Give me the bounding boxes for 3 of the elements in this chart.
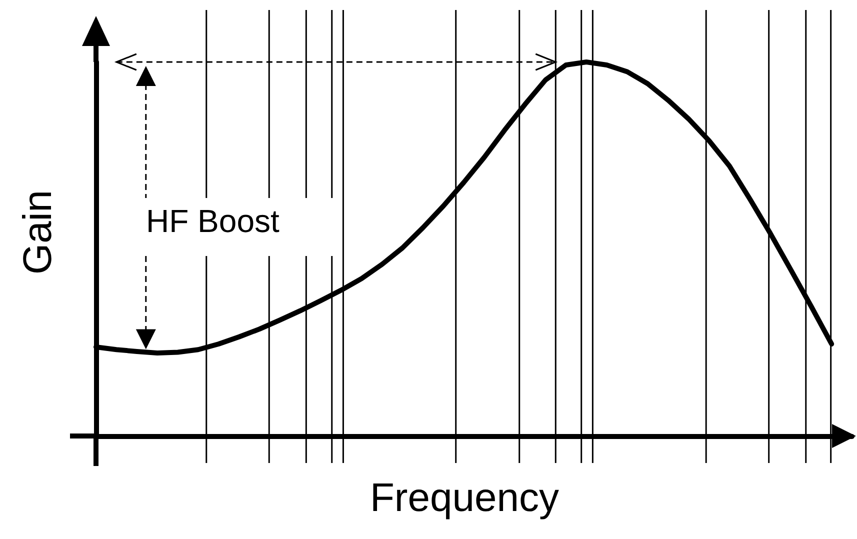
y-axis-title: Gain (16, 190, 60, 274)
annotation: HF Boost (146, 203, 280, 239)
x-axis-title: Frequency (370, 476, 559, 520)
